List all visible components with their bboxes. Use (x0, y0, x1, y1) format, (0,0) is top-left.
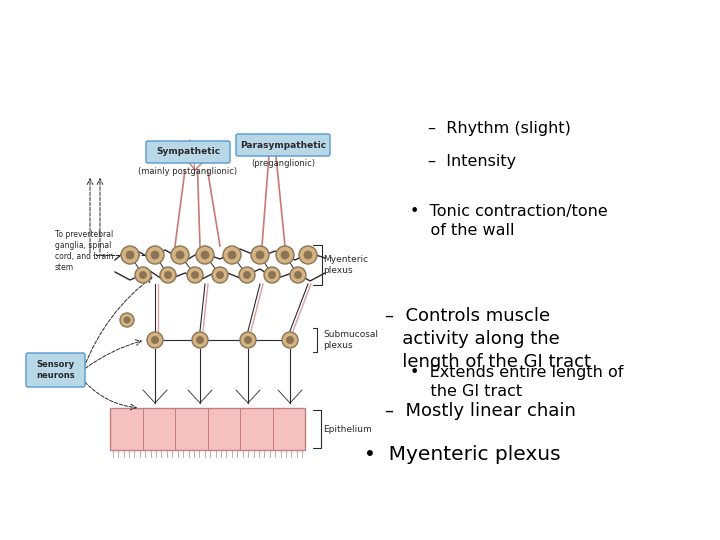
Circle shape (240, 332, 256, 348)
Circle shape (151, 251, 159, 259)
Bar (110, 408, 305, 450)
Circle shape (121, 246, 139, 264)
Text: •  Tonic contraction/tone
    of the wall: • Tonic contraction/tone of the wall (410, 204, 608, 238)
Circle shape (299, 246, 317, 264)
Text: –  Mostly linear chain: – Mostly linear chain (385, 402, 576, 420)
Circle shape (217, 272, 224, 279)
Circle shape (228, 251, 236, 259)
Circle shape (192, 272, 199, 279)
Circle shape (196, 246, 214, 264)
Bar (240, 408, 272, 450)
FancyBboxPatch shape (146, 141, 230, 163)
Circle shape (294, 272, 302, 279)
Circle shape (269, 272, 276, 279)
Circle shape (147, 332, 163, 348)
Text: •  Myenteric plexus: • Myenteric plexus (364, 446, 560, 464)
Text: –  Rhythm (slight): – Rhythm (slight) (428, 122, 571, 137)
Circle shape (124, 317, 130, 323)
FancyBboxPatch shape (26, 353, 85, 387)
Text: –  Controls muscle
   activity along the
   length of the GI tract: – Controls muscle activity along the len… (385, 307, 591, 370)
Bar (272, 408, 305, 450)
Circle shape (160, 267, 176, 283)
Circle shape (239, 267, 255, 283)
Circle shape (201, 251, 209, 259)
Circle shape (281, 251, 289, 259)
Circle shape (243, 272, 251, 279)
Bar (110, 408, 143, 450)
Circle shape (264, 267, 280, 283)
Circle shape (171, 246, 189, 264)
Circle shape (212, 267, 228, 283)
Circle shape (126, 251, 134, 259)
Circle shape (290, 267, 306, 283)
Circle shape (140, 272, 147, 279)
Bar (143, 408, 175, 450)
Text: Epithelium: Epithelium (323, 424, 372, 434)
Circle shape (151, 336, 158, 343)
Circle shape (187, 267, 203, 283)
Circle shape (256, 251, 264, 259)
Circle shape (287, 336, 294, 343)
Circle shape (304, 251, 312, 259)
Circle shape (276, 246, 294, 264)
Circle shape (244, 336, 251, 343)
Text: –  Intensity: – Intensity (428, 154, 516, 169)
Text: (preganglionic): (preganglionic) (251, 159, 315, 168)
Circle shape (197, 336, 204, 343)
Text: Sensory
neurons: Sensory neurons (36, 360, 75, 380)
Circle shape (251, 246, 269, 264)
Text: Myenteric
plexus: Myenteric plexus (323, 255, 368, 275)
Bar (207, 408, 240, 450)
Circle shape (282, 332, 298, 348)
Circle shape (135, 267, 151, 283)
Circle shape (120, 313, 134, 327)
Circle shape (192, 332, 208, 348)
Text: Sympathetic: Sympathetic (156, 147, 220, 157)
Circle shape (223, 246, 241, 264)
Circle shape (164, 272, 171, 279)
Text: •  Extends entire length of
    the GI tract: • Extends entire length of the GI tract (410, 364, 624, 399)
Text: Parasympathetic: Parasympathetic (240, 140, 326, 150)
FancyBboxPatch shape (236, 134, 330, 156)
Circle shape (176, 251, 184, 259)
Text: To prevertebral
ganglia, spinal
cord, and brain
stem: To prevertebral ganglia, spinal cord, an… (55, 230, 113, 272)
Text: Submucosal
plexus: Submucosal plexus (323, 330, 378, 350)
Bar (175, 408, 207, 450)
Text: (mainly postganglionic): (mainly postganglionic) (138, 166, 238, 176)
Circle shape (146, 246, 164, 264)
